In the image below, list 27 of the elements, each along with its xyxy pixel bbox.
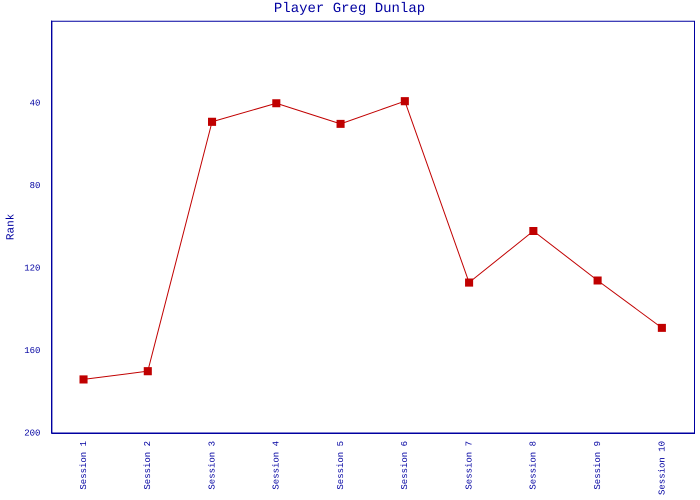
point — [336, 120, 345, 128]
point — [208, 118, 216, 126]
x-tick-label: Session 7 — [464, 440, 474, 490]
y-tick-label: 40 — [30, 98, 40, 109]
point — [465, 278, 474, 287]
point — [400, 97, 409, 106]
point — [658, 324, 666, 332]
x-tick-label: Session 10 — [657, 440, 668, 496]
point — [272, 99, 280, 108]
point — [144, 367, 152, 376]
x-tick-label: Session 5 — [336, 440, 346, 490]
x-tick-label: Session 3 — [207, 440, 218, 490]
y-axis-title: Rank — [6, 213, 18, 240]
x-tick-label: Session 6 — [400, 440, 410, 490]
x-tick-label: Session 8 — [528, 440, 539, 490]
point — [79, 375, 88, 384]
chart-title: Player Greg Dunlap — [274, 1, 426, 18]
x-tick-label: Session 2 — [143, 440, 154, 490]
y-tick-label: 200 — [24, 428, 40, 438]
x-tick-label: Session 1 — [78, 440, 89, 490]
y-tick-label: 80 — [30, 181, 40, 192]
x-tick-label: Session 4 — [272, 440, 282, 490]
y-tick-label: 120 — [24, 264, 40, 274]
x-tick-label: Session 9 — [593, 440, 603, 490]
point — [594, 276, 602, 285]
y-tick-label: 160 — [24, 346, 40, 356]
point — [529, 226, 538, 236]
